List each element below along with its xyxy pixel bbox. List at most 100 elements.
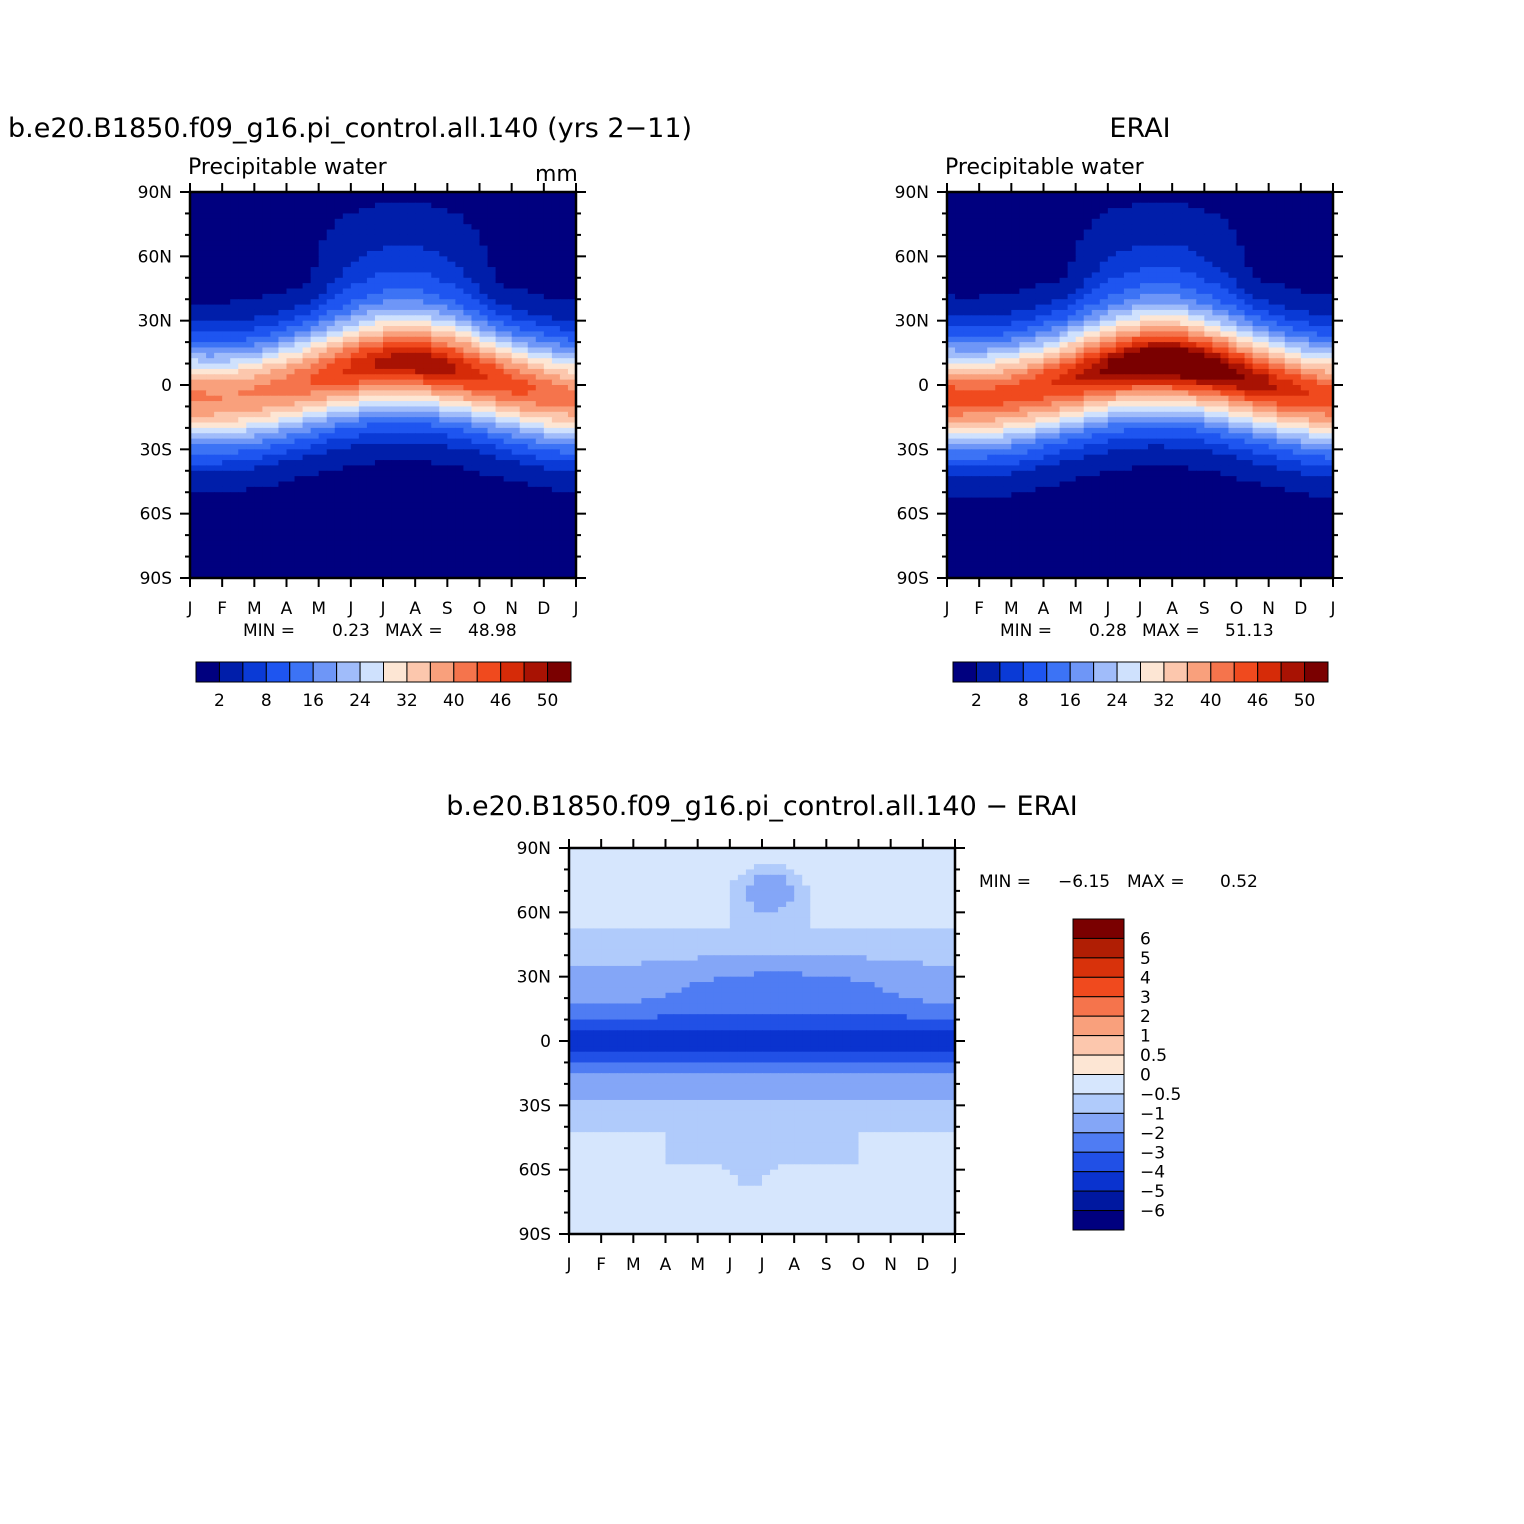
- heat-cell: [479, 443, 489, 450]
- heat-cell: [1156, 309, 1165, 316]
- heat-cell: [278, 401, 288, 408]
- heat-cell: [366, 524, 376, 531]
- heat-cell: [294, 234, 304, 241]
- heat-cell: [1075, 309, 1085, 316]
- heat-cell: [294, 502, 304, 509]
- heat-cell: [439, 513, 448, 520]
- heat-cell: [995, 326, 1004, 332]
- heat-cell: [1236, 261, 1246, 268]
- heat-cell: [1148, 192, 1157, 198]
- heat-cell: [374, 535, 384, 542]
- heat-cell: [447, 433, 456, 440]
- heat-cell: [947, 293, 956, 300]
- heat-cell: [214, 293, 223, 300]
- heat-cell: [1300, 213, 1310, 220]
- heat-cell: [535, 224, 545, 231]
- colorbar-box: [406, 661, 431, 683]
- heat-cell: [487, 283, 497, 290]
- heat-cell: [230, 299, 239, 306]
- heat-cell: [1268, 309, 1278, 316]
- heat-cell: [230, 197, 239, 204]
- heat-cell: [399, 427, 408, 434]
- heat-cell: [519, 197, 529, 204]
- heat-cell: [1027, 288, 1037, 295]
- heat-cell: [527, 293, 537, 300]
- heat-cell: [527, 545, 537, 552]
- heat-cell: [567, 309, 577, 316]
- heat-cell: [1051, 261, 1061, 268]
- heat-cell: [1292, 250, 1302, 257]
- heat-cell: [423, 567, 432, 574]
- heat-cell: [318, 197, 328, 204]
- heat-cell: [559, 315, 569, 322]
- heat-cell: [310, 406, 320, 413]
- heat-cell: [463, 224, 473, 231]
- heat-cell: [447, 443, 456, 450]
- heat-cell: [399, 406, 408, 413]
- heat-cell: [391, 401, 400, 408]
- heat-cell: [254, 261, 263, 268]
- heat-cell: [979, 202, 988, 209]
- heat-cell: [1228, 309, 1238, 316]
- heat-cell: [198, 529, 207, 536]
- heat-cell: [1051, 213, 1061, 220]
- heat-cell: [391, 443, 400, 450]
- heat-cell: [1140, 336, 1149, 343]
- heat-cell: [423, 411, 432, 418]
- heat-cell: [246, 460, 255, 467]
- heat-cell: [399, 460, 408, 467]
- heat-cell: [310, 309, 320, 316]
- heat-cell: [1091, 309, 1101, 316]
- heat-cell: [1035, 208, 1045, 215]
- heat-cell: [334, 545, 344, 552]
- heat-cell: [374, 556, 384, 563]
- heat-cell: [511, 283, 521, 290]
- heat-cell: [1148, 272, 1157, 279]
- heat-cell: [1188, 192, 1197, 198]
- heat-cell: [487, 465, 497, 472]
- heat-cell: [214, 401, 223, 408]
- heat-cell: [1035, 326, 1045, 332]
- heat-cell: [190, 363, 199, 370]
- heat-cell: [423, 524, 432, 531]
- heat-cell: [479, 540, 489, 547]
- heat-cell: [230, 363, 239, 370]
- heat-cell: [1123, 288, 1133, 295]
- heat-cell: [1252, 208, 1262, 215]
- heat-cell: [1252, 293, 1262, 300]
- heat-cell: [447, 406, 456, 413]
- heat-cell: [326, 192, 336, 198]
- heat-cell: [1164, 283, 1173, 290]
- heat-cell: [374, 481, 384, 488]
- heat-cell: [407, 293, 416, 300]
- heat-cell: [230, 551, 239, 558]
- heat-cell: [431, 304, 440, 311]
- heat-cell: [254, 358, 263, 365]
- heat-cell: [1244, 208, 1254, 215]
- heat-cell: [1091, 283, 1101, 290]
- heat-cell: [1035, 213, 1045, 220]
- heat-cell: [366, 556, 376, 563]
- heat-cell: [374, 449, 384, 456]
- heat-cell: [463, 401, 473, 408]
- heat-cell: [294, 379, 304, 386]
- heat-cell: [254, 315, 263, 322]
- heat-cell: [415, 508, 424, 515]
- heat-cell: [535, 395, 545, 402]
- heat-cell: [463, 379, 473, 386]
- heat-cell: [286, 288, 296, 295]
- heat-cell: [278, 299, 288, 306]
- heat-cell: [495, 331, 505, 338]
- heat-cell: [511, 326, 521, 332]
- heat-cell: [230, 192, 239, 198]
- heat-cell: [495, 465, 505, 472]
- heat-cell: [543, 427, 553, 434]
- heat-cell: [447, 519, 456, 525]
- heat-cell: [447, 476, 456, 483]
- heat-cell: [222, 476, 231, 483]
- heat-cell: [334, 293, 344, 300]
- heat-cell: [391, 374, 400, 381]
- heat-cell: [334, 267, 344, 274]
- heat-cell: [214, 202, 223, 209]
- heat-cell: [431, 320, 440, 327]
